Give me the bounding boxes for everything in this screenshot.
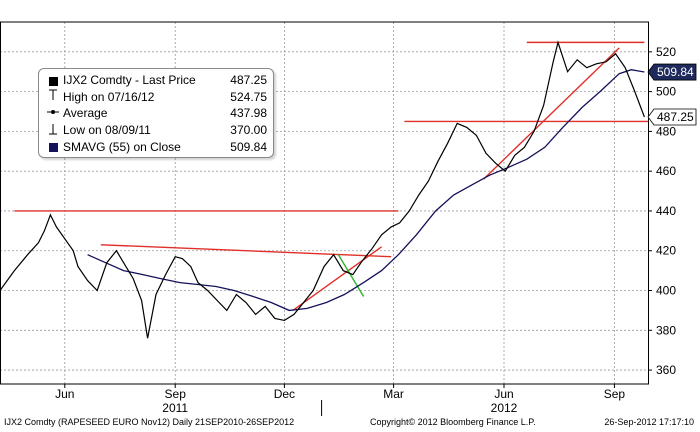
footer-timestamp: 26-Sep-2012 17:17:10 — [604, 417, 694, 427]
legend-value: 487.25 — [230, 73, 267, 88]
y-tick-label: 360 — [656, 363, 676, 377]
legend-row-average: Average 437.98 — [45, 105, 267, 122]
y-tick-label: 380 — [656, 323, 676, 337]
autumn-resistance-line — [100, 244, 392, 258]
legend-box: IJX2 Comdty - Last Price 487.25 High on … — [38, 68, 274, 158]
y-tick-label: 420 — [656, 244, 676, 258]
last-price-tag: 487.25 — [647, 108, 697, 126]
price-line — [0, 40, 645, 339]
low-marker-icon — [45, 123, 61, 138]
footer-copyright: Copyright© 2012 Bloomberg Finance L.P. — [370, 417, 536, 427]
y-tick-label: 500 — [656, 85, 676, 99]
x-year-label: 2012 — [491, 401, 518, 415]
legend-row-last-price: IJX2 Comdty - Last Price 487.25 — [45, 72, 267, 89]
y-tick-label: 400 — [656, 284, 676, 298]
smavg-square-icon — [45, 140, 61, 154]
y-tick-label: 520 — [656, 45, 676, 59]
legend-value: 524.75 — [230, 89, 267, 104]
smavg-price-tag-label: 509.84 — [657, 65, 694, 79]
price-series — [0, 40, 645, 339]
last-price-tag-label: 487.25 — [657, 110, 694, 124]
legend-value: 370.00 — [230, 123, 267, 138]
x-year-label: 2011 — [162, 401, 188, 415]
average-marker-icon — [45, 106, 61, 120]
y-tick-label: 440 — [656, 204, 676, 218]
smavg-price-tag: 509.84 — [647, 63, 697, 81]
x-tick-label: Sep — [165, 387, 187, 401]
y-tick-label: 460 — [656, 164, 676, 178]
legend-row-smavg: SMAVG (55) on Close 509.84 — [45, 138, 267, 155]
axes: 360 380 400 420 440 460 480 500 520 Jun Sep Dec Mar J… — [0, 21, 697, 416]
footer-source: IJX2 Comdty (RAPESEED EURO Nov12) Daily … — [4, 417, 295, 427]
legend-row-low: Low on 08/09/11 370.00 — [45, 122, 267, 139]
price-square-icon — [45, 73, 61, 87]
legend-label: SMAVG (55) on Close — [63, 139, 181, 154]
plot-border — [0, 21, 649, 385]
x-tick-label: Jun — [55, 387, 74, 401]
legend-value: 437.98 — [230, 106, 267, 121]
smavg-line — [87, 69, 645, 312]
last-price-tag-box — [647, 108, 697, 126]
x-tick-label: Sep — [604, 387, 626, 401]
smavg-series — [87, 69, 645, 312]
x-tick-label: Jun — [494, 387, 513, 401]
legend-value: 509.84 — [230, 139, 267, 154]
winter-trend-line — [292, 246, 383, 311]
high-marker-icon — [45, 89, 61, 104]
legend-label: High on 07/16/12 — [63, 89, 155, 104]
trend-lines — [14, 41, 648, 311]
x-tick-label: Mar — [383, 387, 404, 401]
legend-label: Low on 08/09/11 — [63, 123, 151, 138]
legend-label: IJX2 Comdty - Last Price — [63, 73, 196, 88]
breakout-line — [337, 254, 365, 297]
summer-trend-line — [483, 47, 620, 180]
legend-label: Average — [63, 106, 108, 121]
x-tick-label: Dec — [274, 387, 295, 401]
y-tick-label: 480 — [656, 124, 676, 138]
legend-row-high: High on 07/16/12 524.75 — [45, 89, 267, 106]
smavg-price-tag-box — [647, 63, 697, 81]
